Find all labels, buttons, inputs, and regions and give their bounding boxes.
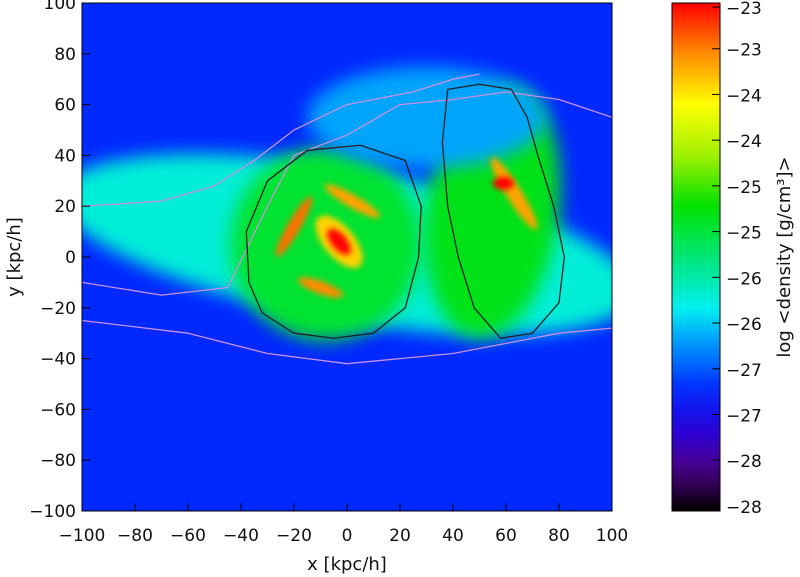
y-tick-label: −100 bbox=[29, 502, 76, 522]
colorbar-tick-label: −24 bbox=[726, 132, 762, 152]
feature-left-arm-3 bbox=[297, 277, 344, 298]
colorbar-tick-label: −27 bbox=[726, 406, 762, 426]
y-tick-label: 0 bbox=[65, 248, 76, 268]
y-tick-label: −60 bbox=[40, 400, 76, 420]
colorbar-label: log <density [g/cm³]> bbox=[774, 156, 795, 357]
x-tick-label: −100 bbox=[59, 526, 106, 546]
colorbar-tick-label: −28 bbox=[726, 498, 762, 518]
y-tick-label: −80 bbox=[40, 451, 76, 471]
density-features bbox=[82, 66, 612, 341]
colorbar-tick-label: −25 bbox=[726, 178, 762, 198]
colorbar-tick-label: −28 bbox=[726, 452, 762, 472]
contour-line bbox=[82, 319, 612, 365]
y-tick-label: 60 bbox=[54, 96, 76, 116]
x-tick-label: 80 bbox=[548, 526, 570, 546]
colorbar-tick-label: −26 bbox=[726, 315, 762, 335]
x-tick-label: 60 bbox=[495, 526, 517, 546]
colorbar-tick-label: −23 bbox=[726, 41, 762, 61]
contour-line bbox=[441, 83, 565, 339]
y-tick-label: −20 bbox=[40, 299, 76, 319]
x-tick-label: −40 bbox=[223, 526, 259, 546]
contour-line bbox=[245, 144, 422, 339]
y-axis: 100 80 60 40 20 0 −20 −40 −60 −80 −100 bbox=[29, 0, 90, 522]
x-tick-label: −20 bbox=[276, 526, 312, 546]
contour-line bbox=[82, 91, 612, 296]
x-tick-label: −80 bbox=[117, 526, 153, 546]
y-tick-label: −40 bbox=[40, 350, 76, 370]
y-tick-label: 100 bbox=[44, 0, 76, 14]
colorbar-tick-label: −23 bbox=[726, 0, 762, 19]
x-tick-label: 0 bbox=[342, 526, 353, 546]
feature-right-galaxy-arm bbox=[490, 157, 538, 230]
contour-line bbox=[82, 73, 480, 207]
feature-upper-halo bbox=[307, 66, 546, 169]
plot-area bbox=[82, 3, 612, 511]
colorbar-tick-label: −27 bbox=[726, 361, 762, 381]
colorbar-tick-label: −25 bbox=[726, 224, 762, 244]
x-tick-label: −60 bbox=[170, 526, 206, 546]
y-tick-label: 20 bbox=[54, 197, 76, 217]
feature-left-arm-1 bbox=[275, 196, 313, 257]
x-tick-label: 40 bbox=[442, 526, 464, 546]
x-axis-title: x [kpc/h] bbox=[307, 554, 387, 575]
colorbar-ticks: −23 −23 −24 −24 −25 −25 −26 −26 −27 −27 −28 −28 bbox=[712, 0, 762, 518]
feature-left-galaxy-core bbox=[327, 228, 351, 255]
colorbar bbox=[671, 2, 721, 512]
x-tick-label: 20 bbox=[389, 526, 411, 546]
density-contours bbox=[82, 73, 612, 365]
x-axis: −100 −80 −60 −40 −20 0 20 40 60 80 100 bbox=[59, 503, 628, 546]
colorbar-tick-label: −26 bbox=[726, 269, 762, 289]
feature-right-galaxy-core bbox=[492, 176, 514, 190]
y-axis-title: y [kpc/h] bbox=[4, 217, 25, 297]
colorbar-tick-label: −24 bbox=[726, 86, 762, 106]
x-tick-label: 100 bbox=[596, 526, 628, 546]
y-tick-label: 40 bbox=[54, 146, 76, 166]
feature-left-arm-2 bbox=[324, 184, 381, 218]
y-tick-label: 80 bbox=[54, 45, 76, 65]
